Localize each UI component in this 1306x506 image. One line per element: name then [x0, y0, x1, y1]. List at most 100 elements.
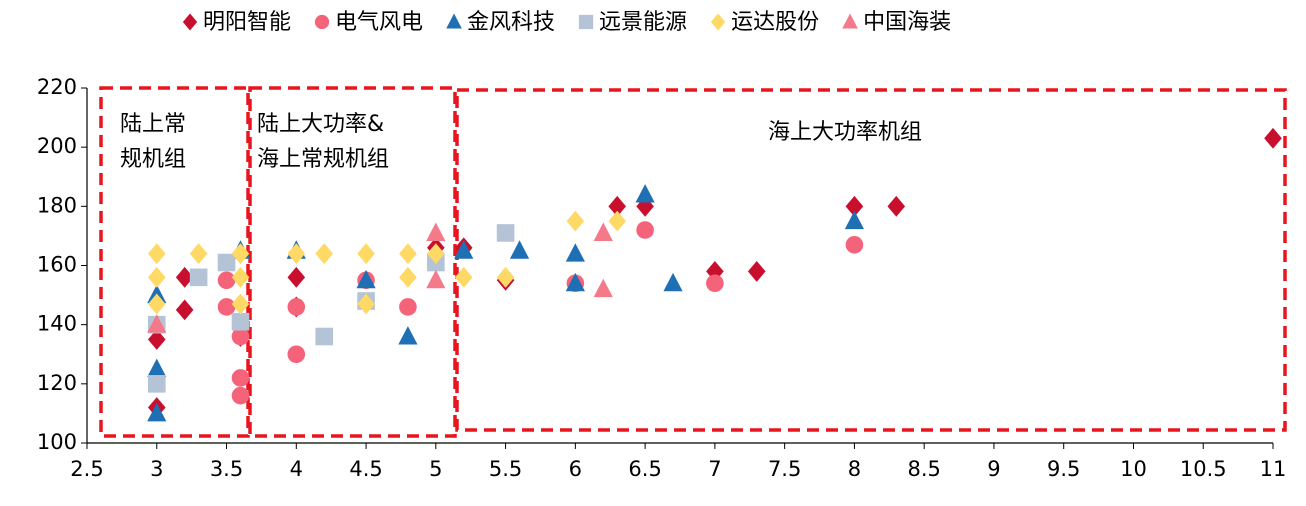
y-tick-label: 140 [37, 312, 77, 336]
point [706, 274, 724, 293]
annotation: 规机组 [120, 147, 186, 172]
point [593, 278, 613, 298]
point [565, 272, 585, 292]
legend-label: 运达股份 [731, 10, 819, 35]
legend-marker [578, 14, 594, 30]
annotation: 陆上常 [120, 112, 186, 137]
point [147, 329, 166, 350]
x-tick-label: 7.5 [768, 457, 801, 481]
point [287, 345, 306, 364]
point [565, 243, 585, 262]
x-tick-label: 2.5 [70, 457, 103, 481]
point [454, 240, 474, 259]
y-tick-label: 100 [37, 430, 77, 454]
legend-label: 电气风电 [335, 10, 423, 35]
x-tick-label: 9 [987, 457, 1000, 481]
point [231, 369, 250, 387]
point [636, 221, 654, 239]
point [231, 293, 250, 315]
legend-label: 远景能源 [599, 10, 687, 35]
x-tick-label: 4 [290, 457, 303, 481]
point [287, 266, 306, 288]
point [844, 210, 865, 230]
x-tick-label: 6.5 [628, 457, 661, 481]
point [175, 266, 194, 288]
point [845, 195, 864, 217]
x-tick-label: 10 [1120, 457, 1147, 481]
point [357, 293, 375, 315]
point [217, 271, 236, 290]
point [747, 261, 766, 282]
annotation: 海上常规机组 [257, 147, 389, 172]
point [566, 210, 585, 232]
point [231, 243, 250, 265]
point [147, 358, 167, 378]
point [608, 210, 627, 232]
point [147, 293, 166, 315]
y-tick-label: 200 [37, 134, 77, 158]
point [509, 240, 530, 259]
point [147, 403, 167, 422]
point [287, 298, 306, 316]
x-tick-label: 5 [429, 457, 442, 481]
annotation-box [455, 88, 1287, 432]
point [663, 272, 683, 292]
y-tick-label: 160 [37, 253, 77, 277]
point [175, 299, 194, 321]
y-tick-label: 180 [37, 193, 77, 217]
point [287, 243, 306, 265]
y-tick-label: 220 [37, 75, 77, 99]
annotation: 陆上大功率& [257, 112, 384, 137]
point [427, 243, 445, 265]
legend-label: 金风科技 [467, 10, 555, 35]
legend-label: 中国海装 [863, 10, 951, 35]
x-tick-label: 3.5 [210, 457, 243, 481]
x-tick-label: 8.5 [907, 457, 940, 481]
point [845, 235, 864, 254]
point [399, 298, 417, 316]
point [356, 269, 376, 289]
point [496, 266, 515, 288]
x-tick-label: 7 [708, 457, 721, 481]
legend-label: 明阳智能 [203, 10, 291, 35]
x-tick-label: 3 [150, 457, 163, 481]
point [357, 243, 375, 265]
point [217, 298, 236, 316]
legend-marker [314, 14, 330, 30]
point [496, 224, 515, 242]
x-tick-label: 4.5 [349, 457, 382, 481]
x-tick-label: 8 [848, 457, 861, 481]
x-tick-label: 11 [1260, 457, 1287, 481]
point [315, 243, 333, 265]
point [593, 222, 613, 241]
legend-marker [842, 13, 858, 29]
point [315, 327, 333, 346]
legend-marker [182, 13, 198, 31]
point [189, 268, 208, 287]
point [399, 266, 417, 288]
x-tick-label: 5.5 [489, 457, 522, 481]
point [454, 266, 473, 288]
point [608, 195, 627, 217]
point [231, 266, 250, 288]
point [231, 327, 250, 346]
point [147, 243, 166, 265]
point [426, 222, 446, 241]
annotation-box [248, 86, 457, 438]
point [887, 195, 906, 217]
point [1264, 127, 1282, 149]
annotation: 海上大功率机组 [768, 120, 922, 145]
x-tick-label: 6 [569, 457, 582, 481]
legend-marker [710, 13, 726, 31]
point [231, 312, 250, 331]
point [426, 269, 446, 289]
x-tick-label: 9.5 [1047, 457, 1080, 481]
point [217, 253, 236, 272]
point [399, 243, 417, 265]
x-tick-label: 10.5 [1180, 457, 1227, 481]
point [231, 386, 250, 405]
point [189, 243, 208, 265]
point [147, 314, 167, 333]
y-tick-label: 120 [37, 371, 77, 395]
